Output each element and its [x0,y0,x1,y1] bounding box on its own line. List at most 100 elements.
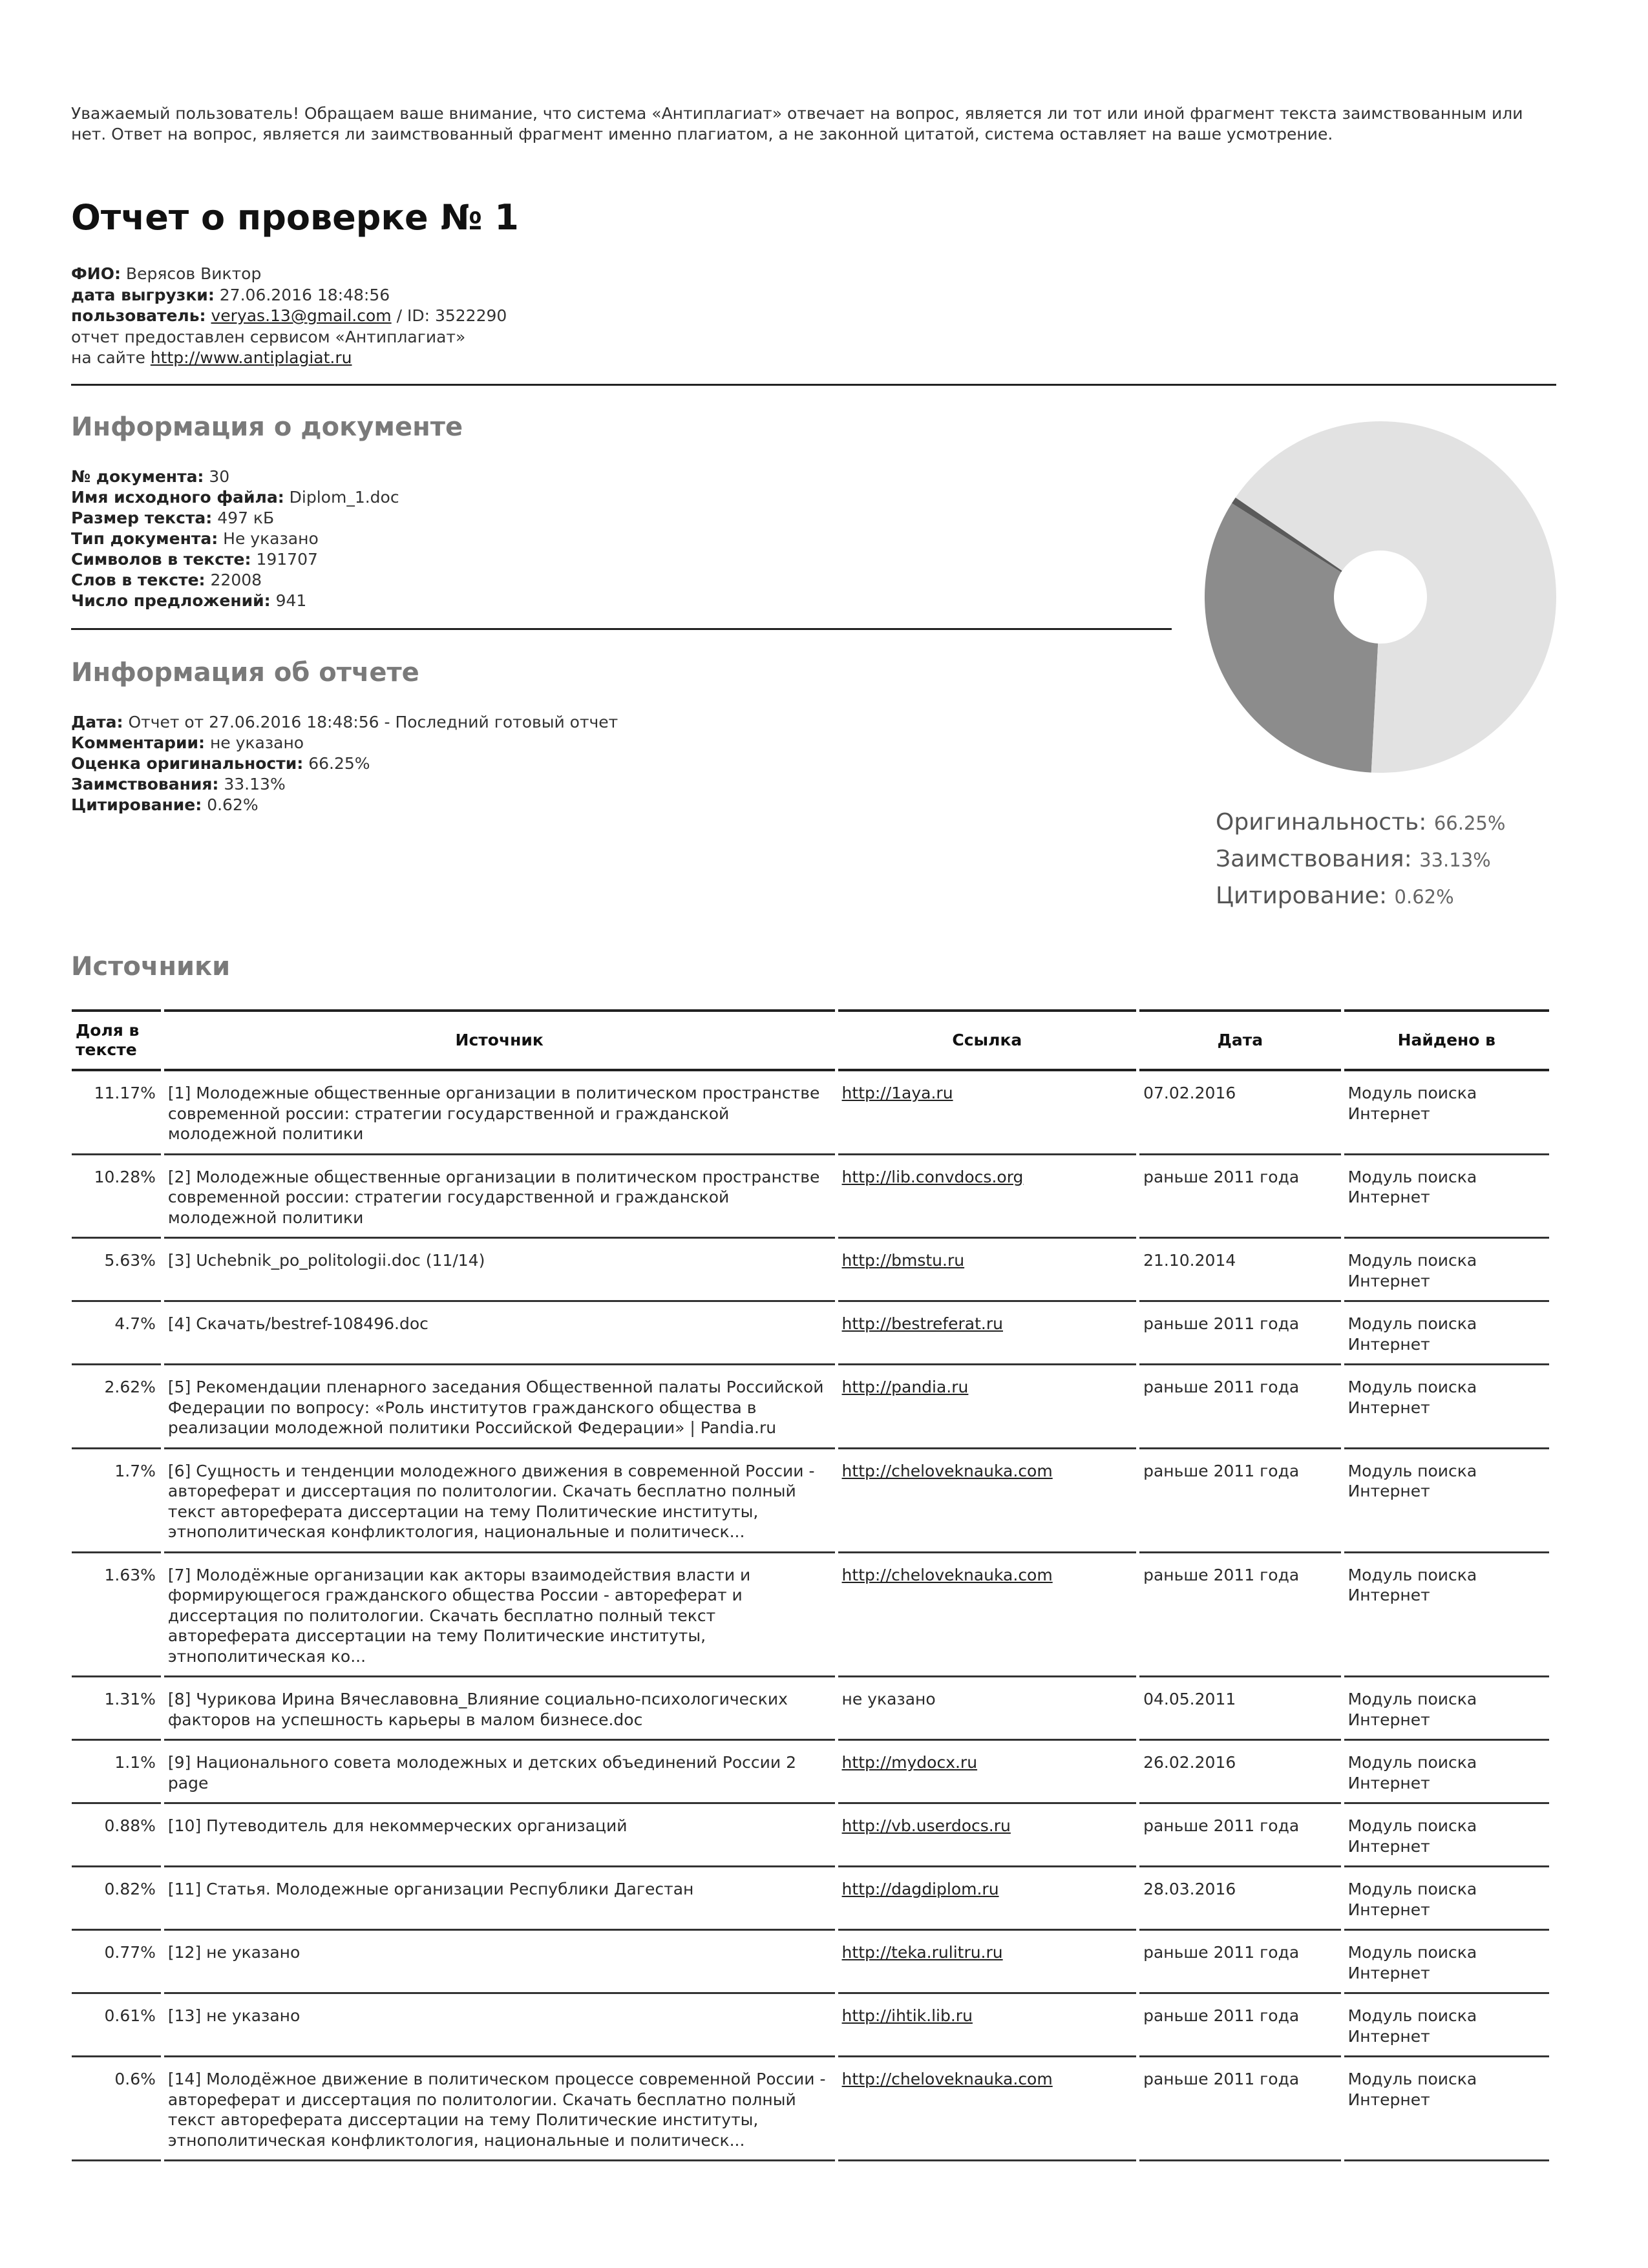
found-cell: Модуль поиска Интернет [1344,1239,1549,1302]
link-cell: http://pandia.ru [838,1365,1137,1449]
date-cell: 04.05.2011 [1139,1677,1341,1741]
link-cell: http://mydocx.ru [838,1741,1137,1804]
share-cell: 0.6% [72,2057,161,2161]
found-cell: Модуль поиска Интернет [1344,1931,1549,1994]
source-link[interactable]: http://ihtik.lib.ru [841,2006,973,2025]
found-cell: Модуль поиска Интернет [1344,1867,1549,1931]
pie-slice [1232,497,1342,572]
source-link[interactable]: http://1aya.ru [841,1084,953,1102]
upload-value: 27.06.2016 18:48:56 [219,285,390,304]
share-cell: 2.62% [72,1365,161,1449]
found-cell: Модуль поиска Интернет [1344,1449,1549,1553]
source-link[interactable]: http://teka.rulitru.ru [841,1943,1003,1962]
source-cell: [3] Uchebnik_po_politologii.doc (11/14) [164,1239,835,1302]
source-cell: [7] Молодёжные организации как акторы вз… [164,1553,835,1677]
source-link[interactable]: http://cheloveknauka.com [841,1565,1053,1584]
info-row: Заимствования: 33.13% [71,774,618,795]
info-label: Оценка оригинальности: [71,754,304,773]
share-cell: 1.7% [72,1449,161,1553]
source-link[interactable]: http://bmstu.ru [841,1251,965,1270]
legend-item: Заимствования: 33.13% [1216,841,1505,878]
source-link[interactable]: http://pandia.ru [841,1378,969,1396]
link-text: не указано [841,1690,936,1708]
report-info-heading: Информация об отчете [71,658,419,688]
user-email-link[interactable]: veryas.13@gmail.com [211,306,392,325]
link-cell: http://bmstu.ru [838,1239,1137,1302]
share-cell: 1.31% [72,1677,161,1741]
table-row: 0.82% [11] Статья. Молодежные организаци… [72,1867,1549,1931]
source-cell: [2] Молодежные общественные организации … [164,1155,835,1239]
date-cell: раньше 2011 года [1139,1302,1341,1365]
info-label: Заимствования: [71,775,219,793]
source-cell: [9] Национального совета молодежных и де… [164,1741,835,1804]
date-cell: 07.02.2016 [1139,1071,1341,1155]
source-link[interactable]: http://dagdiplom.ru [841,1880,999,1898]
info-label: Слов в тексте: [71,571,206,589]
link-cell: http://cheloveknauka.com [838,1553,1137,1677]
date-cell: раньше 2011 года [1139,1804,1341,1867]
col-header-source: Источник [164,1009,835,1071]
source-cell: [8] Чурикова Ирина Вячеславовна_Влияние … [164,1677,835,1741]
date-cell: 26.02.2016 [1139,1741,1341,1804]
found-cell: Модуль поиска Интернет [1344,1994,1549,2057]
source-link[interactable]: http://mydocx.ru [841,1753,978,1772]
info-label: Число предложений: [71,591,271,610]
legend-label: Заимствования: [1216,846,1412,872]
date-cell: 28.03.2016 [1139,1867,1341,1931]
found-cell: Модуль поиска Интернет [1344,1804,1549,1867]
source-link[interactable]: http://cheloveknauka.com [841,2070,1053,2088]
info-row: Слов в тексте: 22008 [71,570,399,591]
found-cell: Модуль поиска Интернет [1344,1365,1549,1449]
table-row: 4.7% [4] Скачать/bestref-108496.doc http… [72,1302,1549,1365]
info-label: Цитирование: [71,795,202,814]
info-value: 0.62% [207,795,259,814]
sources-heading: Источники [71,952,231,982]
chart-legend: Оригинальность: 66.25% Заимствования: 33.… [1216,804,1505,915]
info-row: Символов в тексте: 191707 [71,549,399,570]
report-info-list: Дата: Отчет от 27.06.2016 18:48:56 - Пос… [71,712,618,815]
share-cell: 0.77% [72,1931,161,1994]
pie-slice [1235,421,1556,773]
source-link[interactable]: http://lib.convdocs.org [841,1167,1024,1186]
info-label: Размер текста: [71,509,213,527]
share-cell: 1.1% [72,1741,161,1804]
share-cell: 1.63% [72,1553,161,1677]
info-value: Diplom_1.doc [289,488,399,507]
legend-value: 0.62% [1394,886,1454,908]
info-value: 941 [275,591,307,610]
provided-line: отчет предоставлен сервисом «Антиплагиат… [71,327,466,346]
link-cell: http://ihtik.lib.ru [838,1994,1137,2057]
date-cell: раньше 2011 года [1139,1994,1341,2057]
legend-item: Цитирование: 0.62% [1216,878,1505,915]
doc-info-list: № документа: 30 Имя исходного файла: Dipl… [71,467,399,611]
info-value: не указано [209,733,304,752]
info-row: Размер текста: 497 кБ [71,508,399,529]
link-cell: http://1aya.ru [838,1071,1137,1155]
table-row: 1.31% [8] Чурикова Ирина Вячеславовна_Вл… [72,1677,1549,1741]
site-link[interactable]: http://www.antiplagiat.ru [150,348,352,367]
source-link[interactable]: http://vb.userdocs.ru [841,1816,1011,1835]
sources-table: Доля в тексте Источник Ссылка Дата Найде… [69,1009,1552,2161]
user-line: пользователь: veryas.13@gmail.com / ID: … [71,306,507,327]
col-header-share: Доля в тексте [72,1009,161,1071]
info-label: Тип документа: [71,529,218,548]
link-cell: http://cheloveknauka.com [838,2057,1137,2161]
table-row: 1.1% [9] Национального совета молодежных… [72,1741,1549,1804]
source-link[interactable]: http://bestreferat.ru [841,1314,1003,1333]
source-link[interactable]: http://cheloveknauka.com [841,1461,1053,1480]
info-row: Цитирование: 0.62% [71,795,618,815]
info-value: 497 кБ [217,509,275,527]
table-row: 1.7% [6] Сущность и тенденции молодежног… [72,1449,1549,1553]
link-cell: http://lib.convdocs.org [838,1155,1137,1239]
upload-label: дата выгрузки: [71,285,215,304]
table-row: 0.6% [14] Молодёжное движение в политиче… [72,2057,1549,2161]
date-cell: раньше 2011 года [1139,1931,1341,1994]
link-cell: не указано [838,1677,1137,1741]
info-row: Число предложений: 941 [71,591,399,611]
legend-value: 66.25% [1433,812,1506,834]
info-value: 30 [209,467,230,486]
info-label: Комментарии: [71,733,205,752]
share-cell: 0.82% [72,1867,161,1931]
link-cell: http://vb.userdocs.ru [838,1804,1137,1867]
page-title: Отчет о проверке № 1 [71,197,519,238]
